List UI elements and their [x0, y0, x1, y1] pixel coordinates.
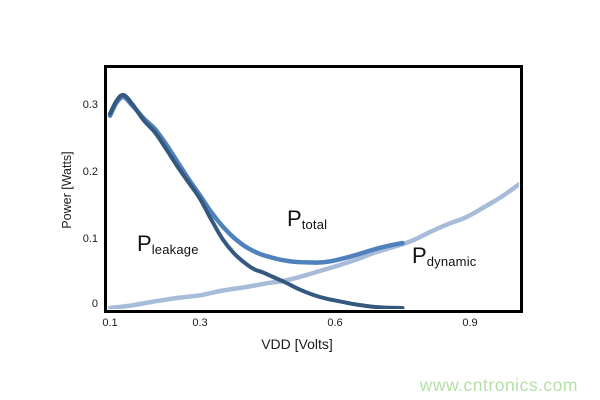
label-p-leakage-sub: leakage [151, 242, 199, 257]
label-p-leakage-main: P [137, 231, 152, 256]
x-tick-0.3: 0.3 [192, 317, 208, 329]
label-p-leakage: Pleakage [137, 231, 199, 258]
label-p-total-main: P [287, 206, 302, 231]
label-p-dynamic-sub: dynamic [426, 254, 477, 269]
x-tick-0.6: 0.6 [327, 317, 343, 329]
x-tick-0.1: 0.1 [102, 317, 118, 329]
x-axis-title: VDD [Volts] [261, 336, 333, 352]
curve-p-dynamic [107, 181, 519, 309]
y-tick-0.3: 0.3 [82, 99, 98, 111]
curve-p-leakage [108, 92, 405, 309]
label-p-dynamic-main: P [412, 243, 427, 268]
label-p-total: Ptotal [287, 206, 328, 233]
label-p-total-sub: total [301, 217, 328, 232]
watermark: www.cntronics.com [419, 375, 578, 395]
chart-frame [104, 65, 523, 313]
y-tick-0.1: 0.1 [82, 233, 98, 245]
x-tick-0.9: 0.9 [462, 317, 478, 329]
label-p-dynamic: Pdynamic [412, 243, 477, 270]
y-tick-0.2: 0.2 [82, 166, 98, 178]
y-axis-title: Power [Watts] [60, 151, 74, 229]
y-tick-0: 0 [91, 298, 98, 310]
